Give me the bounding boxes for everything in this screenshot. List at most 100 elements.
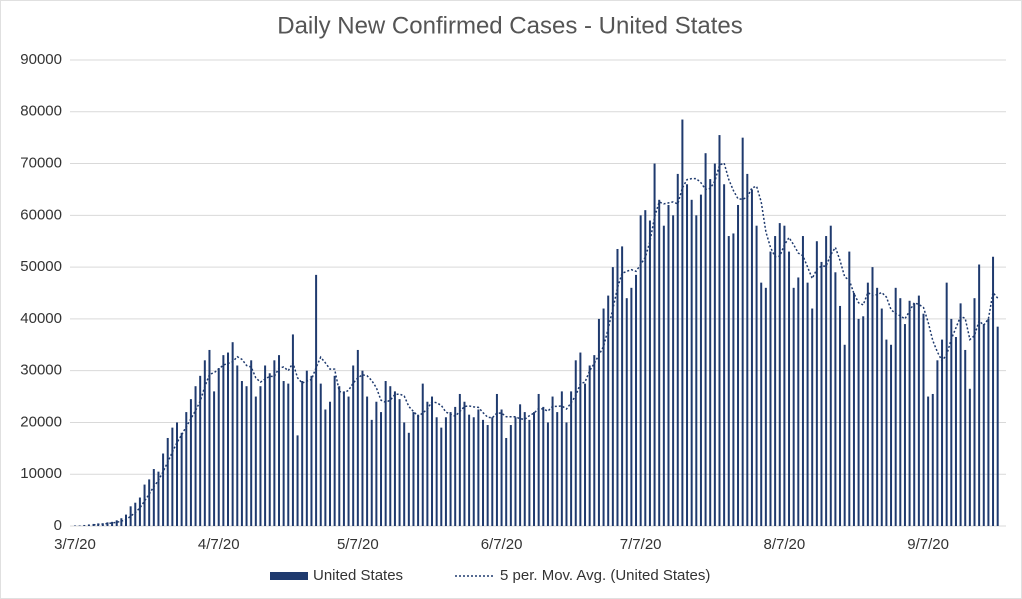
bar [954, 337, 957, 526]
bar [672, 215, 675, 527]
bar [764, 287, 767, 526]
bar [287, 383, 290, 526]
x-tick-label: 3/7/20 [54, 536, 96, 553]
legend-label: 5 per. Mov. Avg. (United States) [500, 567, 710, 584]
y-tick-label: 30000 [20, 362, 62, 379]
bar [996, 326, 999, 526]
y-tick-label: 0 [54, 517, 62, 534]
bar [811, 308, 814, 526]
bar [366, 396, 369, 526]
bar [834, 272, 837, 526]
bar [528, 419, 531, 526]
bar [690, 199, 693, 527]
bar [676, 173, 679, 526]
bar [380, 412, 383, 526]
y-tick-label: 80000 [20, 103, 62, 120]
bar [143, 484, 146, 526]
bar [152, 469, 155, 526]
bar [843, 344, 846, 526]
bar [533, 412, 536, 526]
bar [166, 437, 169, 526]
bar [611, 267, 614, 526]
bar [315, 274, 318, 526]
bar [593, 355, 596, 526]
bar [806, 282, 809, 526]
bar [444, 417, 447, 526]
bar [431, 396, 434, 526]
bar [709, 179, 712, 527]
bar [574, 360, 577, 526]
bar [658, 199, 661, 527]
bar [862, 316, 865, 526]
bar [750, 189, 753, 526]
bar [597, 318, 600, 526]
x-tick-label: 9/7/20 [907, 536, 949, 553]
bar [240, 381, 243, 526]
bar [213, 391, 216, 526]
bar [950, 318, 953, 526]
bar [852, 293, 855, 526]
bar [616, 248, 619, 526]
bar [310, 375, 313, 526]
bar [644, 210, 647, 526]
bar [992, 256, 995, 526]
bar [472, 417, 475, 526]
bar [138, 497, 141, 526]
bar [319, 383, 322, 526]
y-tick-label: 20000 [20, 413, 62, 430]
bar [296, 435, 299, 526]
bar [342, 391, 345, 526]
bar [477, 409, 480, 526]
y-tick-label: 50000 [20, 258, 62, 275]
bar [250, 360, 253, 526]
bar [301, 381, 304, 526]
bar [125, 514, 128, 526]
bar [941, 339, 944, 526]
bar [917, 295, 920, 526]
bar [352, 365, 355, 526]
x-tick-label: 7/7/20 [620, 536, 662, 553]
bar [839, 305, 842, 526]
bar [185, 412, 188, 526]
bar [259, 386, 262, 526]
bar [245, 386, 248, 526]
bar [778, 223, 781, 526]
bar [324, 409, 327, 526]
bar [625, 298, 628, 526]
bar [927, 396, 930, 526]
bar [542, 406, 545, 526]
bar [713, 163, 716, 527]
bar [370, 419, 373, 526]
bar [699, 194, 702, 526]
x-tick-label: 4/7/20 [198, 536, 240, 553]
bar [695, 215, 698, 527]
y-tick-label: 90000 [20, 51, 62, 68]
bar [426, 401, 429, 526]
bar [570, 391, 573, 526]
bar [825, 236, 828, 527]
bar [217, 368, 220, 526]
bar [662, 225, 665, 526]
bar [458, 393, 461, 526]
bar [273, 360, 276, 526]
bar [857, 318, 860, 526]
bar [523, 412, 526, 526]
bar [936, 360, 939, 526]
bar [908, 300, 911, 526]
bar [189, 399, 192, 526]
bar [769, 251, 772, 527]
bar [760, 282, 763, 526]
bar [565, 422, 568, 526]
bar [491, 417, 494, 526]
bar [519, 404, 522, 526]
bar [551, 396, 554, 526]
bar [982, 324, 985, 526]
bar [968, 388, 971, 526]
bar [509, 425, 512, 526]
bar [254, 396, 257, 526]
bar [500, 409, 503, 526]
bar [903, 324, 906, 526]
bar [176, 422, 179, 526]
bar [686, 184, 689, 526]
